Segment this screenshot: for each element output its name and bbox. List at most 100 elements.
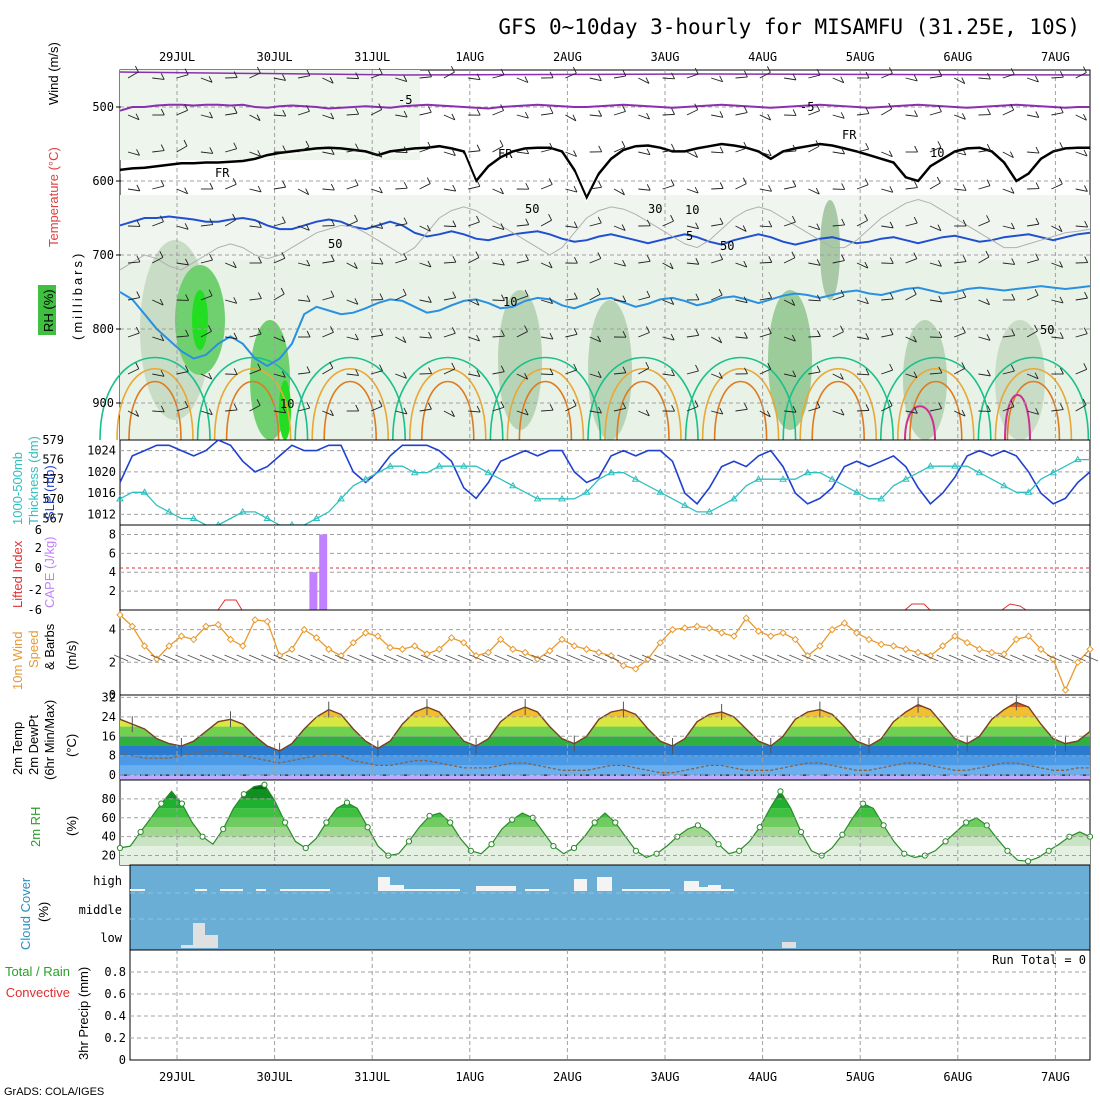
contour-label: 10 bbox=[685, 203, 699, 217]
wind-barb-flag bbox=[938, 260, 942, 267]
wind-barb bbox=[1026, 330, 1038, 338]
rh-shade-blob bbox=[768, 290, 812, 430]
cloud-high-bar bbox=[256, 889, 266, 891]
wind-barb bbox=[419, 183, 431, 190]
wind-barb-flag bbox=[622, 295, 627, 302]
lifted-index-line bbox=[217, 599, 243, 611]
wind-barb-flag bbox=[913, 216, 918, 224]
date-label-top: 7AUG bbox=[1041, 50, 1070, 64]
wind10-barb bbox=[825, 654, 841, 662]
temperature-contour bbox=[1006, 380, 1061, 441]
wind-barb-flag bbox=[500, 223, 505, 230]
wind-barb-flag bbox=[670, 298, 675, 305]
wind10-point bbox=[582, 645, 591, 653]
wind-barb bbox=[856, 299, 869, 305]
wind-barb bbox=[832, 260, 845, 264]
temp2m-axis: 0 8 16 24 32 bbox=[102, 690, 116, 782]
thickness-point bbox=[607, 468, 616, 476]
wind-barb bbox=[589, 258, 601, 264]
cloud-high-bar bbox=[220, 889, 243, 891]
wind-barb-flag bbox=[573, 150, 577, 157]
wind-barb bbox=[589, 114, 602, 117]
date-label-top: 29JUL bbox=[159, 50, 195, 64]
wind10-point bbox=[1061, 686, 1070, 694]
wind-barb-flag bbox=[208, 408, 213, 415]
wind-barb-flag bbox=[549, 368, 554, 375]
lifted-index-line bbox=[1001, 603, 1027, 611]
wind-barb bbox=[395, 223, 408, 227]
wind-barb-flag bbox=[646, 184, 651, 191]
wind-barb-flag bbox=[428, 402, 432, 410]
cloud-panel: high middle low bbox=[79, 864, 1091, 951]
wind-barb-flag bbox=[306, 69, 311, 76]
wind-barb-flag bbox=[500, 187, 504, 195]
wind-barb bbox=[1026, 410, 1039, 415]
wind-barb bbox=[589, 410, 602, 414]
wind-barb-flag bbox=[379, 364, 383, 371]
wind10-barb bbox=[212, 654, 227, 662]
wind-barb bbox=[492, 74, 505, 79]
wind-barb bbox=[613, 188, 625, 196]
wind-barb-flag bbox=[329, 361, 334, 369]
rh2m-point bbox=[137, 828, 144, 836]
wind-barb bbox=[784, 150, 797, 153]
wind-barb bbox=[662, 185, 675, 190]
wind10-barb bbox=[924, 654, 939, 662]
wind-barb-flag bbox=[209, 253, 213, 261]
precip-axis: 0 0.2 0.4 0.6 0.8 bbox=[104, 965, 126, 1067]
wind-barb-flag bbox=[743, 296, 748, 303]
wind-barb-flag bbox=[1010, 400, 1015, 407]
wind-barb-flag bbox=[1035, 75, 1039, 83]
wind-barb bbox=[881, 72, 893, 79]
wind-barb bbox=[954, 296, 966, 301]
slp-axis-label: SLP (mb) bbox=[42, 465, 57, 520]
wind-barb-flag bbox=[475, 251, 480, 258]
wind-barb-flag bbox=[791, 334, 796, 342]
wind-barb-flag bbox=[744, 70, 748, 78]
wind-barb bbox=[443, 71, 455, 79]
wind-barb bbox=[735, 336, 748, 339]
wind-barb-flag bbox=[378, 67, 383, 75]
wind-barb-flag bbox=[914, 110, 918, 117]
wind10-point bbox=[288, 645, 296, 653]
wind-barb-flag bbox=[281, 335, 286, 342]
rh2m-point bbox=[570, 844, 578, 852]
wind-barb-flag bbox=[160, 144, 165, 151]
rh2m-point bbox=[447, 819, 454, 826]
wind-barb bbox=[856, 373, 870, 376]
rh2m-point bbox=[261, 781, 268, 788]
wind-barb bbox=[443, 297, 456, 301]
wind-barb-flag bbox=[185, 294, 189, 301]
wind-barb-flag bbox=[865, 71, 870, 79]
wind-barb-flag bbox=[938, 366, 943, 374]
wind-barb bbox=[492, 145, 504, 153]
wind-barb bbox=[953, 367, 966, 375]
wind-barb-flag bbox=[500, 258, 505, 266]
wind-barb-flag bbox=[695, 222, 699, 229]
thickness-point bbox=[361, 475, 370, 482]
wind10-barb bbox=[862, 654, 878, 662]
wind-barb-flag bbox=[209, 182, 214, 190]
rh2m-point bbox=[901, 850, 908, 857]
lifted-index-line bbox=[904, 603, 931, 611]
wind-barb-flag bbox=[913, 335, 917, 343]
wind-barb bbox=[978, 373, 991, 377]
thickness-point bbox=[165, 507, 173, 515]
wind-barb bbox=[1027, 114, 1039, 118]
cloud-low-bar bbox=[193, 923, 205, 948]
wind-barb-flag bbox=[694, 103, 699, 110]
wind10-barb bbox=[138, 654, 153, 662]
wind10-point bbox=[631, 665, 640, 673]
wind-barb-flag bbox=[718, 372, 723, 379]
wind-barb bbox=[711, 151, 724, 154]
wind-barb-flag bbox=[573, 328, 578, 335]
wind-barb bbox=[443, 151, 456, 156]
temp2m-tick-label: 16 bbox=[102, 729, 116, 743]
thickness-tick-label: 579 bbox=[42, 433, 64, 447]
thickness-point bbox=[779, 475, 787, 482]
rh2m-point bbox=[343, 799, 351, 806]
wind-barb-flag bbox=[306, 330, 311, 338]
wind-barb-flag bbox=[305, 224, 310, 231]
wind-barb-flag bbox=[330, 254, 335, 262]
